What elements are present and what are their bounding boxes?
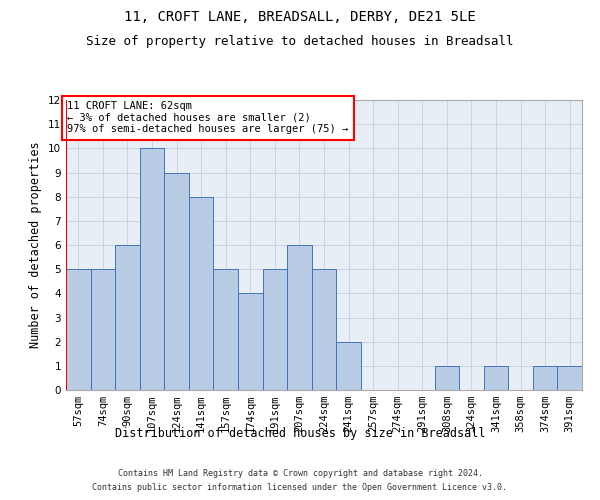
Text: 11, CROFT LANE, BREADSALL, DERBY, DE21 5LE: 11, CROFT LANE, BREADSALL, DERBY, DE21 5… — [124, 10, 476, 24]
Bar — [434, 366, 459, 390]
Bar — [557, 366, 582, 390]
Bar — [533, 366, 557, 390]
Bar — [214, 269, 238, 390]
Bar — [336, 342, 361, 390]
Text: 11 CROFT LANE: 62sqm
← 3% of detached houses are smaller (2)
97% of semi-detache: 11 CROFT LANE: 62sqm ← 3% of detached ho… — [67, 101, 349, 134]
Bar — [189, 196, 214, 390]
Bar — [238, 294, 263, 390]
Bar — [164, 172, 189, 390]
Bar — [115, 245, 140, 390]
Bar — [140, 148, 164, 390]
Bar — [66, 269, 91, 390]
Text: Distribution of detached houses by size in Breadsall: Distribution of detached houses by size … — [115, 428, 485, 440]
Bar — [91, 269, 115, 390]
Bar — [263, 269, 287, 390]
Bar — [484, 366, 508, 390]
Bar — [287, 245, 312, 390]
Y-axis label: Number of detached properties: Number of detached properties — [29, 142, 43, 348]
Text: Contains HM Land Registry data © Crown copyright and database right 2024.: Contains HM Land Registry data © Crown c… — [118, 468, 482, 477]
Text: Contains public sector information licensed under the Open Government Licence v3: Contains public sector information licen… — [92, 484, 508, 492]
Text: Size of property relative to detached houses in Breadsall: Size of property relative to detached ho… — [86, 35, 514, 48]
Bar — [312, 269, 336, 390]
